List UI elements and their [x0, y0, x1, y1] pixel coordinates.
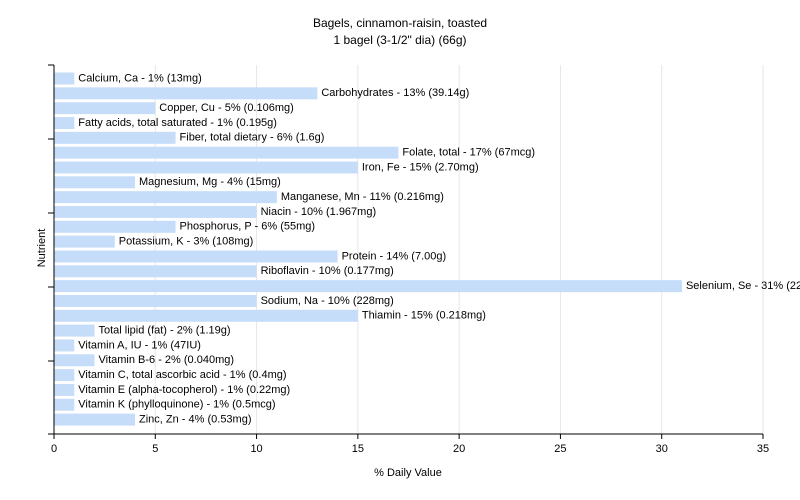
bar-label: Folate, total - 17% (67mcg): [402, 147, 535, 159]
bar: [54, 220, 176, 233]
bar: [54, 369, 75, 382]
bar-label: Total lipid (fat) - 2% (1.19g): [99, 325, 231, 337]
bar: [54, 354, 95, 367]
x-tick-label: 10: [250, 443, 262, 455]
bar-label: Potassium, K - 3% (108mg): [119, 236, 254, 248]
x-tick-label: 20: [453, 443, 465, 455]
bar-label: Carbohydrates - 13% (39.14g): [321, 87, 469, 99]
bar: [54, 102, 156, 115]
x-tick-label: 35: [757, 443, 769, 455]
bar: [54, 191, 277, 204]
bars-group: Calcium, Ca - 1% (13mg) Carbohydrates - 1…: [54, 72, 800, 426]
bar-label: Manganese, Mn - 11% (0.216mg): [281, 191, 444, 203]
bar: [54, 72, 75, 85]
x-tick-label: 15: [352, 443, 364, 455]
bar: [54, 339, 75, 352]
bar: [54, 116, 75, 129]
bar: [54, 280, 682, 293]
bar: [54, 205, 257, 218]
bar-label: Vitamin E (alpha-tocopherol) - 1% (0.22m…: [78, 384, 290, 396]
bar: [54, 235, 115, 248]
x-tick-label: 5: [152, 443, 158, 455]
bar: [54, 398, 75, 411]
bar: [54, 324, 95, 337]
bar: [54, 413, 136, 426]
bar: [54, 309, 358, 322]
bar-label: Riboflavin - 10% (0.177mg): [261, 265, 394, 277]
bar-label: Iron, Fe - 15% (2.70mg): [362, 161, 479, 173]
bar: [54, 383, 75, 396]
bar-label: Copper, Cu - 5% (0.106mg): [159, 102, 294, 114]
bar-label: Calcium, Ca - 1% (13mg): [78, 72, 201, 84]
bar-label: Thiamin - 15% (0.218mg): [362, 310, 486, 322]
bar-label: Fiber, total dietary - 6% (1.6g): [180, 132, 325, 144]
bar: [54, 87, 318, 100]
bar-label: Selenium, Se - 31% (22.0mcg): [686, 280, 800, 292]
bar: [54, 131, 176, 144]
bar-label: Vitamin B-6 - 2% (0.040mg): [99, 354, 235, 366]
bar-label: Niacin - 10% (1.967mg): [261, 206, 377, 218]
bar: [54, 146, 399, 159]
bar: [54, 161, 358, 174]
x-tick-label: 30: [656, 443, 668, 455]
bar-label: Fatty acids, total saturated - 1% (0.195…: [78, 117, 277, 129]
bar-label: Magnesium, Mg - 4% (15mg): [139, 176, 281, 188]
chart-title: Bagels, cinnamon-raisin, toasted: [313, 16, 487, 30]
bar-label: Protein - 14% (7.00g): [342, 250, 447, 262]
y-axis-label: Nutrient: [36, 229, 48, 268]
bar-label: Zinc, Zn - 4% (0.53mg): [139, 413, 251, 425]
bar: [54, 176, 136, 189]
axes-group: 0 5 10 15 20 25 30 35: [48, 64, 769, 455]
gridlines: [154, 65, 764, 434]
x-tick-label: 0: [51, 443, 57, 455]
bar-label: Phosphorus, P - 6% (55mg): [180, 221, 316, 233]
x-axis-label: % Daily Value: [374, 467, 442, 479]
bar-label: Vitamin A, IU - 1% (47IU): [78, 339, 201, 351]
chart-subtitle: 1 bagel (3-1/2" dia) (66g): [333, 33, 466, 47]
bar-label: Sodium, Na - 10% (228mg): [261, 295, 394, 307]
bar: [54, 250, 338, 263]
x-tick-label: 25: [554, 443, 566, 455]
bar: [54, 265, 257, 278]
bar-label: Vitamin C, total ascorbic acid - 1% (0.4…: [78, 369, 286, 381]
bar: [54, 294, 257, 307]
bar-label: Vitamin K (phylloquinone) - 1% (0.5mcg): [78, 399, 275, 411]
